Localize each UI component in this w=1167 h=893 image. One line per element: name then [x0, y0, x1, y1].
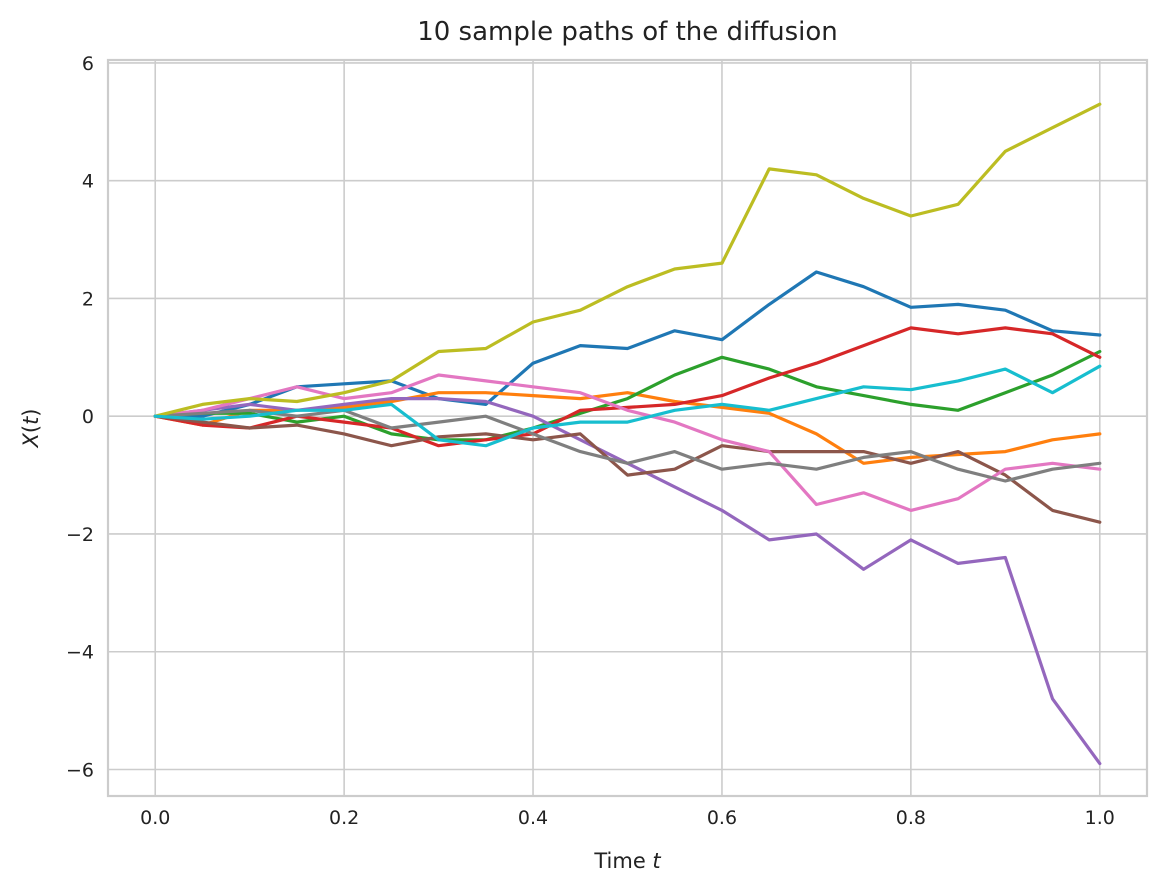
y-axis-label-argument: t [19, 416, 43, 425]
y-tick-label: 0 [82, 406, 94, 428]
series-line [153, 414, 1102, 524]
grid [108, 60, 1147, 796]
series-line [153, 102, 1102, 418]
x-tick-label: 1.0 [1085, 807, 1115, 829]
chart-title: 10 sample paths of the diffusion [417, 17, 838, 47]
y-tick-label: −6 [66, 760, 94, 782]
series-line [153, 364, 1102, 448]
x-tick-label: 0.2 [329, 807, 359, 829]
x-axis-label: Time t [593, 849, 661, 873]
y-tick-label: 2 [82, 288, 94, 310]
x-tick-labels: 0.0 0.2 0.4 0.6 0.8 1.0 [140, 807, 1115, 829]
series-group [153, 102, 1102, 766]
y-axis-label: X(t) [19, 408, 43, 448]
y-tick-label: 4 [82, 171, 94, 193]
y-tick-label: 6 [82, 53, 94, 75]
y-tick-labels: −6 −4 −2 0 2 4 6 [66, 53, 94, 782]
x-axis-label-text: Time [593, 849, 652, 873]
y-axis-label-paren-close: ) [19, 408, 43, 416]
x-tick-label: 0.0 [140, 807, 170, 829]
series-line [153, 349, 1102, 442]
x-tick-label: 0.4 [518, 807, 548, 829]
x-tick-label: 0.6 [707, 807, 737, 829]
series-line [153, 326, 1102, 448]
series-line [153, 373, 1102, 512]
y-axis-label-paren-open: ( [19, 425, 43, 433]
x-axis-label-variable: t [652, 849, 661, 873]
y-tick-label: −2 [66, 524, 94, 546]
series-line [153, 408, 1102, 483]
y-tick-label: −4 [66, 642, 94, 664]
x-tick-label: 0.8 [896, 807, 926, 829]
plot-frame [106, 58, 1149, 798]
y-axis-label-variable: X [19, 433, 43, 449]
series-line [153, 270, 1102, 418]
